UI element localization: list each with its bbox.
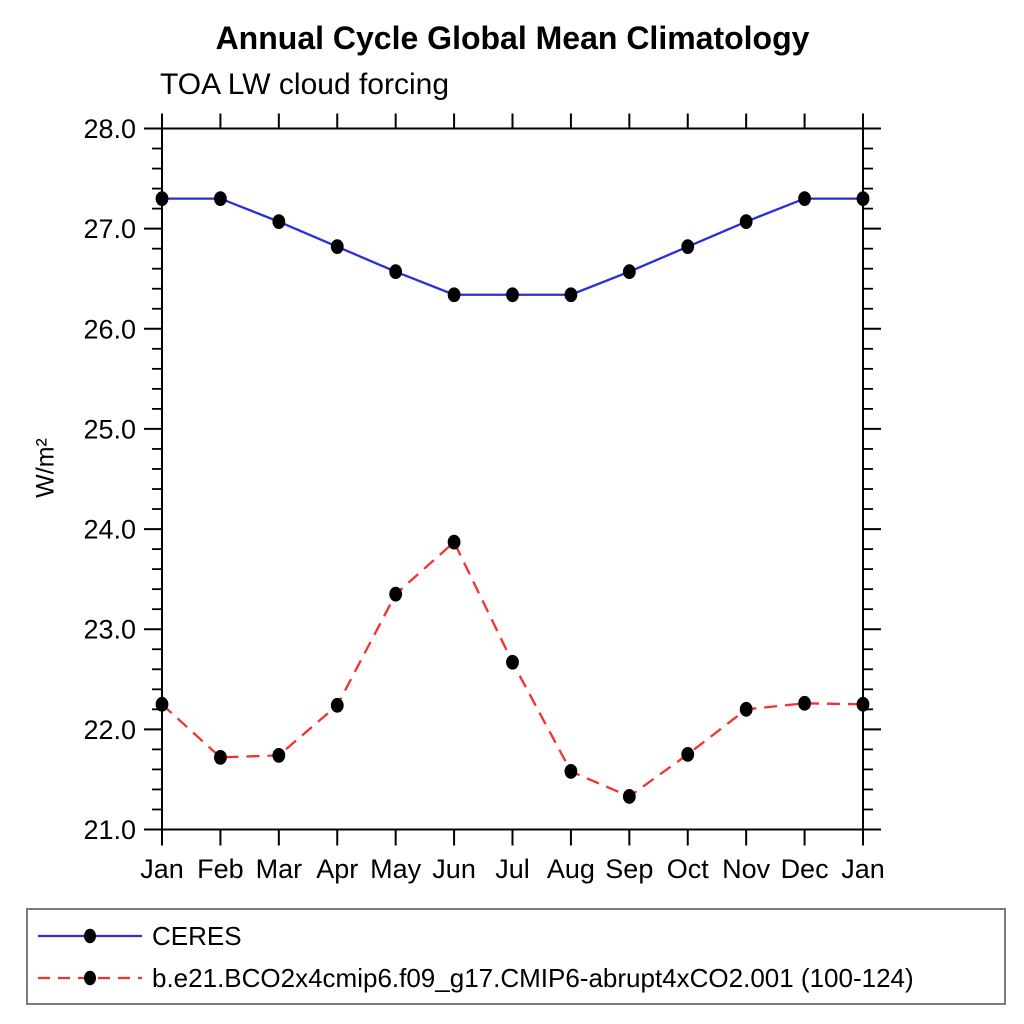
x-tick-label: Jun — [432, 854, 476, 884]
data-point-marker — [506, 654, 519, 670]
x-tick-label: Nov — [722, 854, 771, 884]
data-point-marker — [506, 287, 519, 303]
y-tick-label: 21.0 — [83, 815, 136, 845]
data-point-marker — [681, 239, 695, 255]
data-point-marker — [389, 586, 403, 602]
data-point-marker — [272, 214, 286, 230]
legend-swatch-icon — [38, 928, 142, 944]
data-point-marker — [330, 697, 344, 713]
x-tick-label: May — [370, 854, 422, 884]
data-point-marker — [856, 696, 870, 712]
legend-row: CERES — [28, 915, 1004, 957]
x-tick-label: Sep — [605, 854, 653, 884]
legend-row: b.e21.BCO2x4cmip6.f09_g17.CMIP6-abrupt4x… — [28, 957, 1004, 999]
y-tick-label: 28.0 — [83, 114, 136, 144]
data-point-marker — [798, 191, 811, 207]
data-point-marker — [622, 789, 636, 804]
x-tick-label: Aug — [547, 854, 595, 884]
data-point-marker — [564, 287, 578, 303]
data-point-marker — [798, 695, 811, 711]
x-tick-label: Dec — [781, 854, 829, 884]
y-tick-label: 27.0 — [83, 214, 136, 244]
chart-title: Annual Cycle Global Mean Climatology — [215, 20, 810, 56]
x-tick-label: Apr — [316, 854, 358, 884]
data-point-marker — [155, 696, 169, 712]
legend-label: CERES — [152, 920, 242, 951]
y-tick-label: 23.0 — [83, 615, 136, 645]
data-point-marker — [389, 264, 403, 280]
x-tick-label: Jul — [495, 854, 530, 884]
data-point-marker — [155, 191, 169, 207]
legend-label: b.e21.BCO2x4cmip6.f09_g17.CMIP6-abrupt4x… — [152, 962, 914, 993]
x-tick-label: Jan — [841, 854, 885, 884]
data-point-marker — [681, 746, 695, 762]
data-point-marker — [564, 764, 578, 779]
x-tick-label: Mar — [256, 854, 303, 884]
series-line-0 — [162, 197, 863, 296]
y-tick-label: 22.0 — [83, 715, 136, 745]
y-tick-label: 26.0 — [83, 314, 136, 344]
x-tick-label: Jan — [140, 854, 184, 884]
chart-subtitle: TOA LW cloud forcing — [160, 68, 450, 101]
data-point-marker — [330, 239, 344, 255]
data-point-marker — [447, 534, 461, 550]
data-point-marker — [447, 287, 461, 303]
legend-marker-icon — [84, 928, 96, 944]
legend: CERES b.e21.BCO2x4cmip6.f09_g17.CMIP6-abr… — [26, 908, 1006, 1005]
y-tick-label: 24.0 — [83, 515, 136, 545]
x-tick-label: Oct — [667, 854, 710, 884]
legend-swatch-icon — [38, 970, 142, 986]
data-point-marker — [622, 264, 636, 280]
data-point-marker — [856, 191, 870, 207]
x-tick-label: Feb — [197, 854, 244, 884]
data-point-marker — [739, 701, 753, 717]
data-point-marker — [739, 214, 753, 230]
data-point-marker — [272, 747, 286, 763]
data-point-marker — [214, 749, 227, 765]
y-tick-label: 25.0 — [83, 414, 136, 444]
legend-marker-icon — [84, 970, 96, 986]
data-point-marker — [214, 191, 227, 207]
